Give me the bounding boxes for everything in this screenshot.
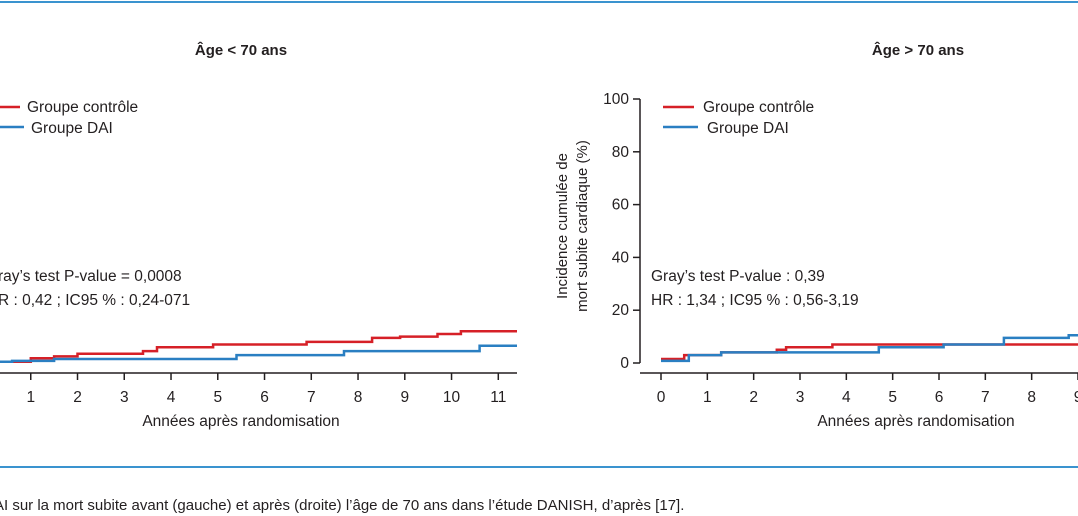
x-tick-label: 8: [354, 389, 363, 406]
stats-pvalue: Gray’s test P-value : 0,39: [651, 268, 825, 285]
top-rule: [0, 1, 1078, 3]
chart-legend: Groupe contrôle Groupe DAI: [0, 99, 138, 137]
x-tick-label: 7: [981, 389, 990, 406]
x-tick-label: 2: [749, 389, 758, 406]
x-tick-label: 4: [167, 389, 176, 406]
stats-hr: HR : 1,34 ; IC95 % : 0,56-3,19: [651, 292, 859, 309]
y-axis-label-line-2: mort subite cardiaque (%): [574, 140, 591, 312]
legend-label-control: Groupe contrôle: [27, 99, 138, 116]
x-axis-label: Années après randomisation: [817, 413, 1014, 430]
y-tick-label: 100: [603, 91, 629, 108]
series-line-icd: [661, 334, 1078, 363]
chart-panel-right: Âge > 70 ans Incidence cumulée de mort s…: [554, 41, 1078, 430]
y-tick-label: 20: [612, 302, 630, 319]
chart-legend: Groupe contrôle Groupe DAI: [663, 99, 814, 137]
y-tick-label: 80: [612, 144, 630, 161]
legend-label-icd: Groupe DAI: [707, 120, 789, 137]
y-tick-label: 0: [620, 355, 629, 372]
legend-label-control: Groupe contrôle: [703, 99, 814, 116]
x-tick-label: 2: [73, 389, 82, 406]
chart-title: Âge < 70 ans: [195, 41, 287, 59]
y-axis-label-line-1: Incidence cumulée de: [554, 153, 571, 299]
bottom-rule: [0, 466, 1078, 468]
series-line-icd: [0, 344, 517, 363]
stats-hr: R : 0,42 ; IC95 % : 0,24-071: [0, 292, 190, 309]
x-tick-label: 3: [796, 389, 805, 406]
x-tick-label: 11: [490, 389, 506, 406]
x-tick-label: 9: [1074, 389, 1078, 406]
figure: Âge < 70 ans Groupe contrôle Groupe DAI …: [0, 41, 1078, 430]
stats-pvalue: ray’s test P-value = 0,0008: [0, 268, 182, 285]
series-line-control: [0, 330, 517, 363]
y-tick-label: 60: [612, 197, 630, 214]
legend-label-icd: Groupe DAI: [31, 120, 113, 137]
x-tick-label: 10: [443, 389, 461, 406]
x-tick-label: 5: [888, 389, 897, 406]
chart-panel-left: Âge < 70 ans Groupe contrôle Groupe DAI …: [0, 41, 517, 430]
x-axis-label: Années après randomisation: [142, 413, 339, 430]
x-tick-label: 1: [26, 389, 35, 406]
x-tick-label: 5: [213, 389, 222, 406]
x-tick-label: 8: [1027, 389, 1036, 406]
x-tick-label: 9: [400, 389, 409, 406]
x-tick-label: 3: [120, 389, 129, 406]
x-tick-label: 6: [935, 389, 944, 406]
figure-caption: AI sur la mort subite avant (gauche) et …: [0, 497, 685, 514]
x-tick-label: 0: [657, 389, 666, 406]
x-tick-label: 6: [260, 389, 269, 406]
x-tick-label: 7: [307, 389, 316, 406]
chart-title: Âge > 70 ans: [872, 41, 964, 59]
x-tick-label: 1: [703, 389, 712, 406]
y-tick-label: 40: [612, 249, 630, 266]
x-tick-label: 4: [842, 389, 851, 406]
